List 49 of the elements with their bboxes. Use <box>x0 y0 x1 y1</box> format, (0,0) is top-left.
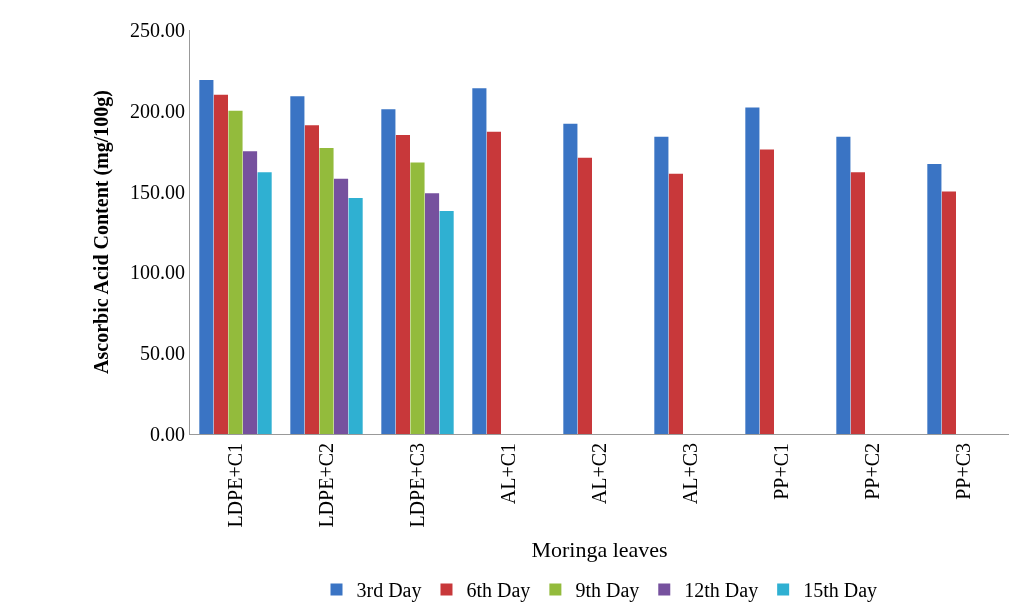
y-tick-label: 50.00 <box>140 342 185 365</box>
x-tick-label: LDPE+C3 <box>406 442 428 528</box>
x-tick-label: PP+C1 <box>770 442 792 500</box>
bar <box>654 136 669 434</box>
legend-label: 6th Day <box>466 579 531 603</box>
x-axis-title: Moringa leaves <box>531 537 668 563</box>
legend-label: 3rd Day <box>356 579 422 603</box>
bar <box>486 131 501 434</box>
bar <box>836 136 851 434</box>
x-tick-label: AL+C1 <box>497 442 519 505</box>
bar <box>257 172 272 434</box>
y-tick-label: 100.00 <box>130 261 185 284</box>
bar <box>243 151 258 434</box>
bar <box>941 191 956 434</box>
bar <box>472 88 487 434</box>
bar <box>927 164 942 434</box>
x-tick-label: AL+C2 <box>588 442 610 505</box>
bar <box>199 80 214 434</box>
bar <box>425 193 440 434</box>
legend-label: 9th Day <box>575 579 640 603</box>
bar <box>395 135 410 434</box>
y-axis-title: Ascorbic Acid Content (mg/100g) <box>90 90 114 374</box>
bar <box>304 125 319 434</box>
bar <box>213 94 228 434</box>
bar <box>563 123 578 434</box>
y-tick-label: 250.00 <box>130 19 185 41</box>
legend-label: 12th Day <box>684 579 759 603</box>
bar <box>290 96 305 434</box>
bar <box>348 198 363 434</box>
bar <box>759 149 774 434</box>
bar <box>439 210 454 434</box>
bar <box>668 173 683 434</box>
bar <box>381 109 396 434</box>
x-tick-label: PP+C2 <box>861 442 883 500</box>
x-tick-label: LDPE+C2 <box>315 442 337 528</box>
y-tick-label: 0.00 <box>150 422 185 445</box>
bar <box>850 172 865 434</box>
bar <box>334 178 349 434</box>
x-tick-label: PP+C3 <box>952 442 974 500</box>
x-tick-label: AL+C3 <box>679 442 701 505</box>
bar <box>410 162 425 434</box>
bar <box>228 110 243 434</box>
bar <box>577 157 592 434</box>
legend-label: 15th Day <box>803 579 878 603</box>
bar <box>319 147 334 434</box>
y-tick-label: 150.00 <box>130 180 185 203</box>
y-tick-label: 200.00 <box>130 99 185 122</box>
bar <box>745 107 760 434</box>
x-tick-label: LDPE+C1 <box>224 442 246 528</box>
